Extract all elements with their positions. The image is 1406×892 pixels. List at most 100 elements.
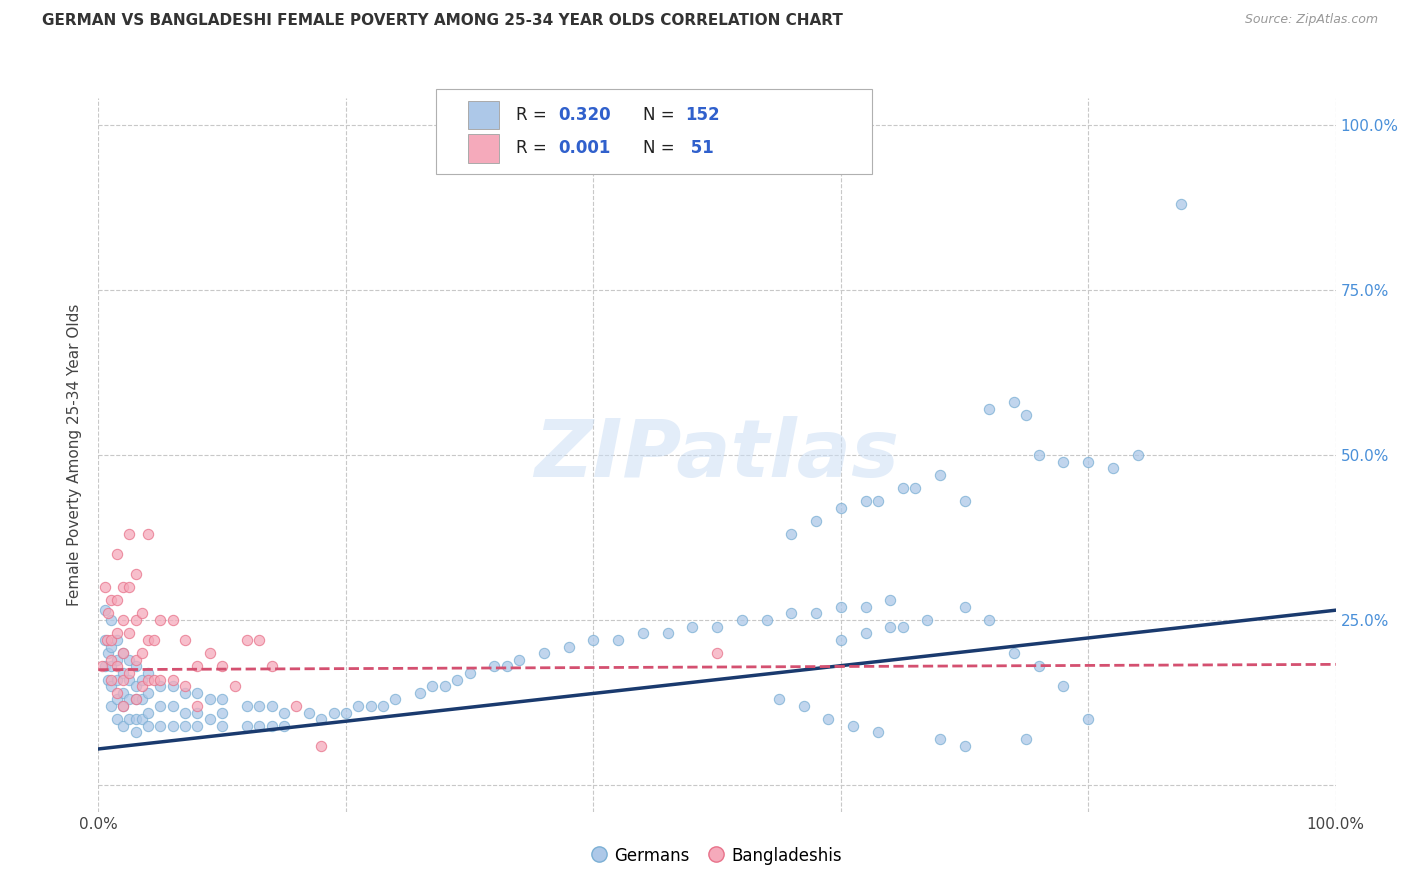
Point [236,719,259,733]
Point [124,712,146,726]
Point [131,712,153,726]
Point [100,632,122,647]
Point [162,698,184,713]
Point [979,613,1001,627]
Point [804,514,827,528]
Point [143,632,166,647]
Point [371,698,394,713]
Point [105,686,128,700]
Point [149,719,172,733]
Point [495,659,517,673]
Point [657,626,679,640]
Text: 0.001: 0.001 [558,139,610,157]
Point [105,659,128,673]
Point [631,626,654,640]
Point [162,613,184,627]
Point [422,679,444,693]
Point [198,646,221,660]
Point [174,706,197,720]
Point [131,679,153,693]
Point [112,686,135,700]
Point [681,620,703,634]
Point [97,673,120,687]
Point [247,698,270,713]
Point [186,659,208,673]
Text: 152: 152 [685,106,720,124]
Point [1077,454,1099,468]
Point [891,481,914,495]
Point [186,719,208,733]
Point [1015,409,1038,423]
Point [124,659,146,673]
Point [433,679,456,693]
Point [1002,646,1025,660]
Point [533,646,555,660]
Point [149,698,172,713]
Point [855,626,877,640]
Point [953,599,976,614]
Point [780,527,803,541]
Point [273,719,295,733]
Text: Source: ZipAtlas.com: Source: ZipAtlas.com [1244,13,1378,27]
Point [384,692,406,706]
Point [93,632,115,647]
Point [100,593,122,607]
Point [112,698,135,713]
Point [309,712,332,726]
Text: N =: N = [643,139,679,157]
Point [866,494,889,508]
Point [224,679,246,693]
Point [136,632,159,647]
Point [100,659,122,673]
Point [780,607,803,621]
Point [1077,712,1099,726]
Point [236,698,259,713]
Point [112,719,135,733]
Point [105,712,128,726]
Point [879,620,901,634]
Point [100,653,122,667]
Point [105,653,128,667]
Point [855,494,877,508]
Point [93,603,115,617]
Point [105,626,128,640]
Point [953,494,976,508]
Text: GERMAN VS BANGLADESHI FEMALE POVERTY AMONG 25-34 YEAR OLDS CORRELATION CHART: GERMAN VS BANGLADESHI FEMALE POVERTY AMO… [42,13,844,29]
Point [118,527,141,541]
Point [174,679,197,693]
Point [891,620,914,634]
Point [149,679,172,693]
Point [458,665,481,680]
Point [830,500,852,515]
Point [118,665,141,680]
Point [112,673,135,687]
Point [409,686,432,700]
Point [93,580,115,594]
Point [198,712,221,726]
Point [93,659,115,673]
Point [100,679,122,693]
Point [100,613,122,627]
Point [260,659,283,673]
Text: 0.320: 0.320 [558,106,610,124]
Point [100,698,122,713]
Point [211,719,233,733]
Point [174,719,197,733]
Point [1052,454,1074,468]
Point [105,547,128,561]
Point [112,646,135,660]
Point [105,632,128,647]
Point [131,673,153,687]
Point [298,706,321,720]
Point [174,632,197,647]
Point [124,613,146,627]
Point [124,725,146,739]
Point [149,613,172,627]
Point [198,692,221,706]
Point [91,659,114,673]
Point [285,698,308,713]
Point [112,646,135,660]
Point [322,706,344,720]
Point [830,599,852,614]
Point [136,706,159,720]
